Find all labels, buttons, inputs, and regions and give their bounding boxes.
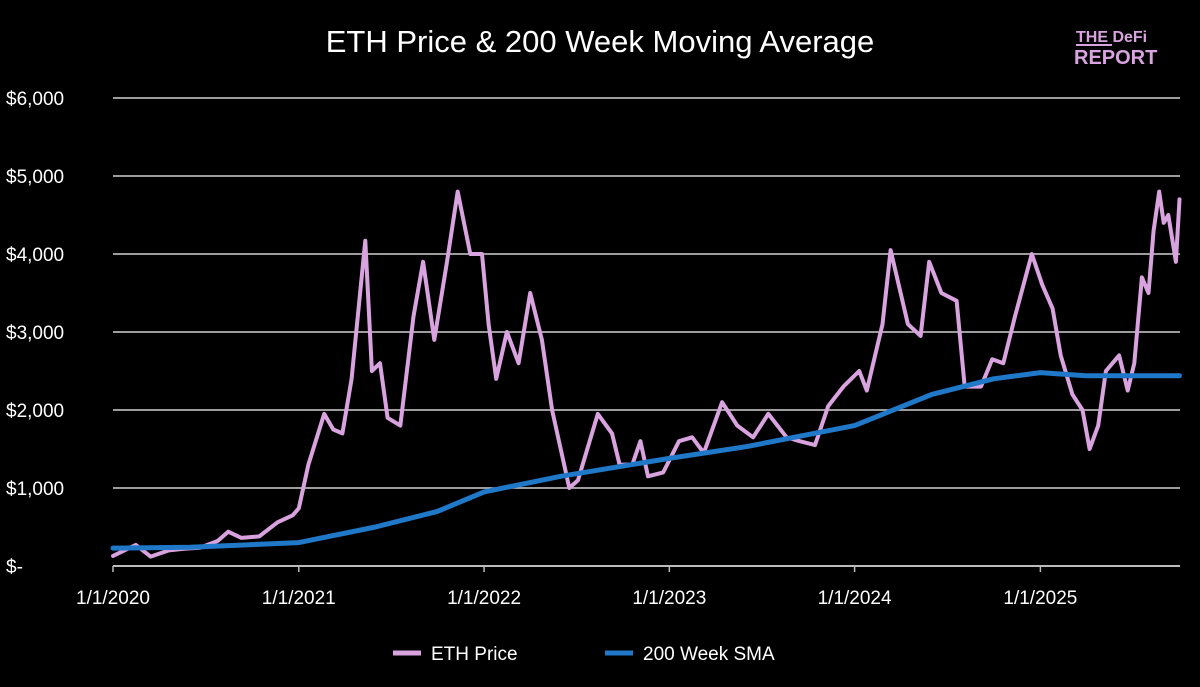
legend-label: ETH Price <box>431 644 518 665</box>
legend-label: 200 Week SMA <box>643 644 775 665</box>
y-tick-label: $2,000 <box>6 401 64 422</box>
y-tick-label: $6,000 <box>6 89 64 110</box>
y-tick-label: $1,000 <box>6 479 64 500</box>
y-tick-label: $5,000 <box>6 167 64 188</box>
sma-200w-line <box>110 370 1182 551</box>
logo-line1: THE DeFi <box>1076 29 1147 46</box>
logo: THE DeFi REPORT <box>1074 29 1157 69</box>
y-tick-label: $4,000 <box>6 245 64 266</box>
chart-title: ETH Price & 200 Week Moving Average <box>326 24 875 59</box>
legend: ETH Price 200 Week SMA <box>393 644 775 665</box>
x-tick-label: 1/1/2023 <box>632 588 706 609</box>
logo-line2: REPORT <box>1074 47 1157 69</box>
x-tick-label: 1/1/2022 <box>447 588 521 609</box>
y-tick-label: $- <box>6 557 23 578</box>
x-tick-label: 1/1/2020 <box>76 588 150 609</box>
x-tick-label: 1/1/2024 <box>818 588 892 609</box>
y-tick-label: $3,000 <box>6 323 64 344</box>
x-tick-label: 1/1/2021 <box>262 588 336 609</box>
x-tick-label: 1/1/2025 <box>1003 588 1077 609</box>
